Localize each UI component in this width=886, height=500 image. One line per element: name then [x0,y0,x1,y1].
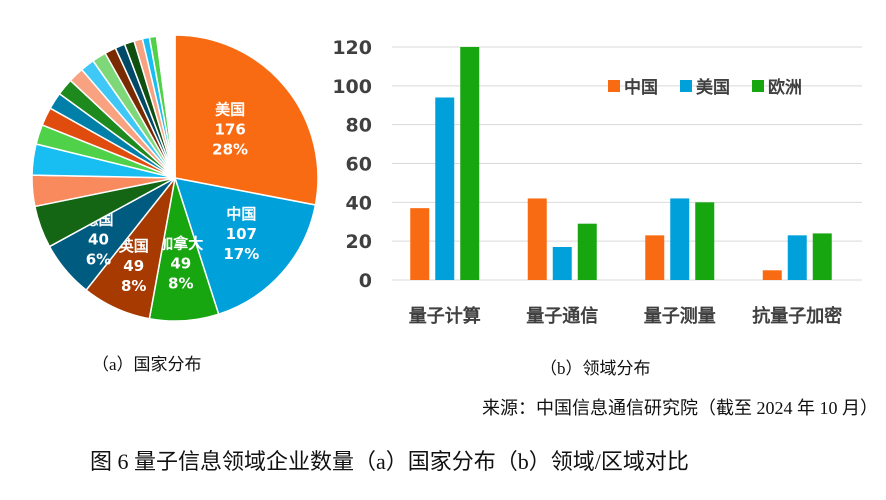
y-tick-label: 0 [359,270,372,292]
bar [670,198,690,280]
pie-slice-label: 49 [170,254,191,272]
y-tick-label: 20 [346,231,372,253]
legend-swatch [680,80,692,92]
x-tick-label: 量子计算 [409,305,481,327]
y-tick-label: 40 [346,192,372,214]
bar [812,233,832,280]
pie-slice [174,34,319,206]
pie-slice-label: 28% [212,140,248,158]
x-tick-label: 抗量子加密 [752,305,842,327]
bar [695,202,715,280]
y-tick-label: 100 [332,76,372,98]
legend-label: 中国 [624,77,658,98]
pie-slice [173,177,317,316]
x-tick-label: 量子测量 [644,305,716,327]
pie-slice-label: 107 [226,225,257,243]
y-tick-label: 120 [332,37,372,59]
y-tick-label: 60 [346,154,372,176]
legend-label: 欧洲 [768,77,802,98]
bar [435,97,455,280]
pie-slice-label: 中国 [226,205,256,223]
legend-label: 美国 [696,77,730,98]
pie-slice-label: 40 [88,231,109,249]
figure-caption: 图 6 量子信息领域企业数量（a）国家分布（b）领域/区域对比 [90,449,689,474]
pie-slice-label: 8% [168,274,193,292]
bar [787,235,807,280]
y-tick-label: 80 [346,115,372,137]
pie-slice-label: 加拿大 [157,234,203,252]
pie-slice-label: 17% [223,245,259,263]
pie-slice-label: 英国 [119,237,149,255]
pie-slice-label: 6% [86,251,111,269]
pie-caption: （a）国家分布 [92,355,202,374]
bar [645,235,665,280]
x-tick-label: 量子通信 [526,305,598,327]
legend-swatch [608,80,620,92]
legend-swatch [752,80,764,92]
pie-slice-label: 美国 [215,100,245,118]
source-note: 来源：中国信息通信研究院（截至 2024 年 10 月） [482,398,878,418]
pie-slice-label: 49 [123,257,144,275]
bar [460,47,480,280]
bar-caption: （b）领域分布 [540,359,651,378]
bar [577,223,597,280]
bar [410,208,430,280]
bar [762,270,782,280]
bar-chart: 0 20 40 60 80 100 120 量子计算 量子通信 量子测量 抗量子加密 中国 美国 欧洲 [332,37,862,327]
bar [527,198,547,280]
pie-slice-label: 8% [121,277,146,295]
pie-slice-label: 176 [214,120,245,138]
bar [552,246,572,280]
pie-slice [172,34,176,179]
